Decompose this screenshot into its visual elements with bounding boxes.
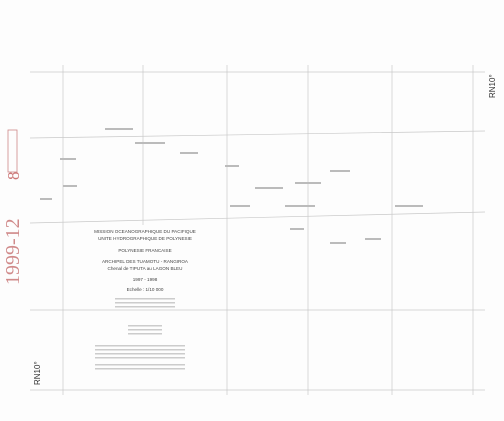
sheet-number: 8 [4,172,23,181]
title-line: Echelle : 1/10 000 [127,287,164,292]
title-line: ARCHIPEL DES TUAMOTU - RANGIROA [102,259,189,264]
stamp [7,129,18,173]
title-block: MISSION OCEANOGRAPHIQUE DU PACIFIQUE UNI… [94,229,196,370]
edge-label: RN10° [33,361,42,385]
soundings [40,128,423,244]
title-line: MISSION OCEANOGRAPHIQUE DU PACIFIQUE [94,229,196,234]
sheet-code: 1999-12 [2,218,24,285]
edge-label: RN10° [488,74,497,98]
title-line: POLYNESIE FRANCAISE [118,248,171,253]
grid [29,65,486,395]
title-line: 1997 - 1998 [133,277,158,282]
title-line: Chenal de TIPUTA au LAGON BLEU [108,266,183,271]
title-line: UNITE HYDROGRAPHIQUE DE POLYNESIE [98,236,192,241]
